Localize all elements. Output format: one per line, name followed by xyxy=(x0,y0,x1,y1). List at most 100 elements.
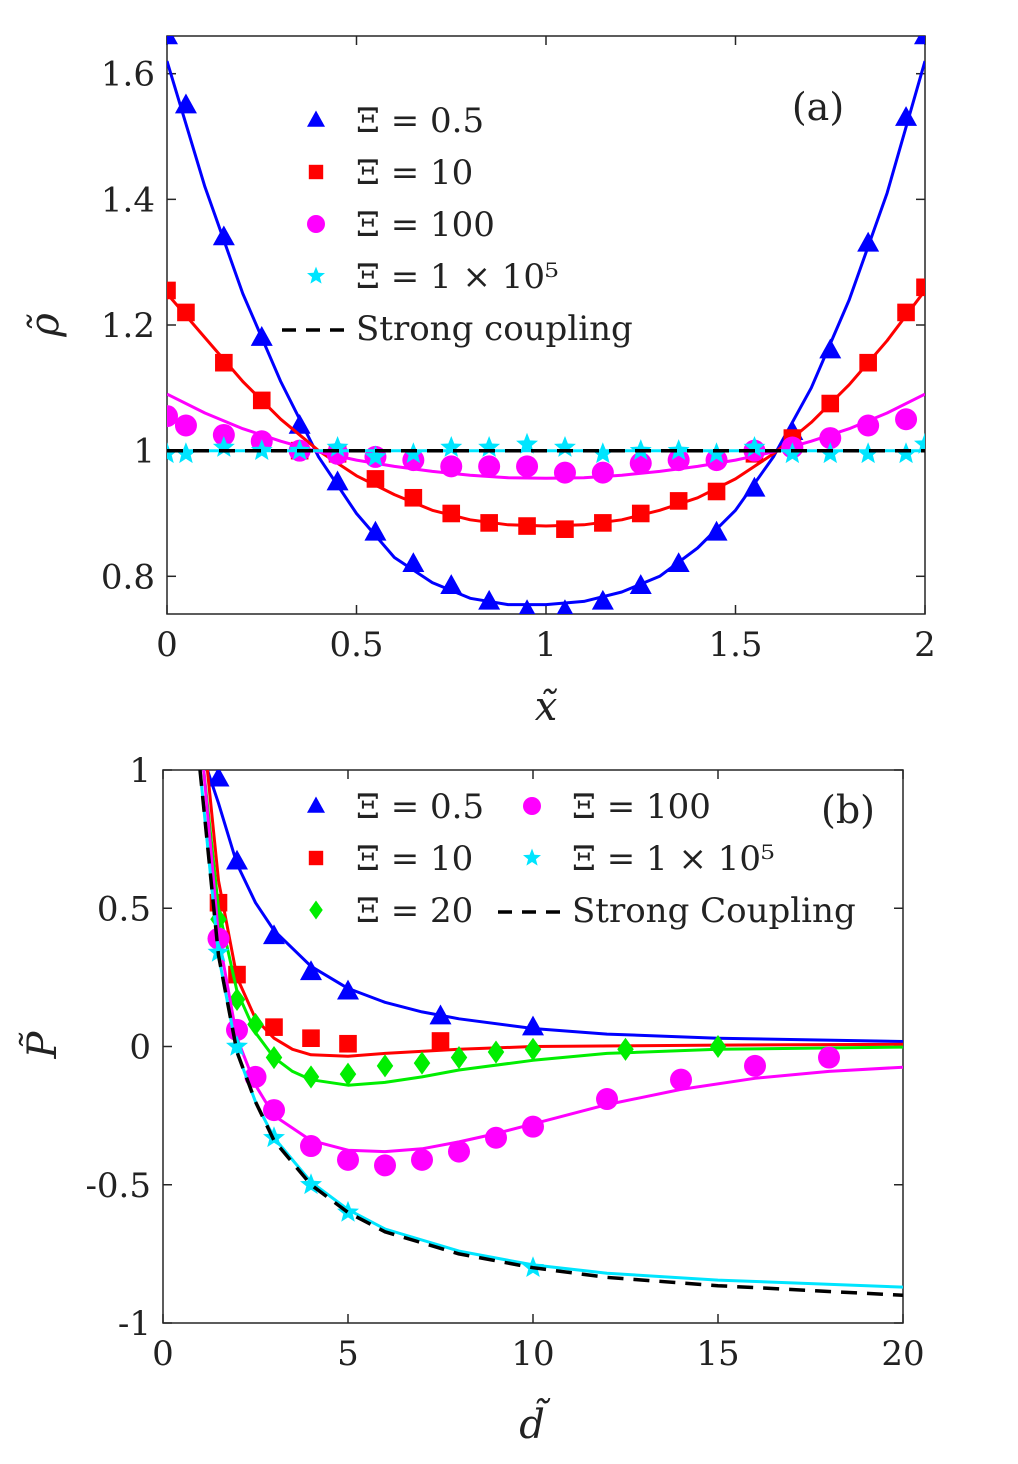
data-point xyxy=(554,436,576,457)
data-point xyxy=(252,391,271,410)
data-point xyxy=(631,504,650,523)
data-point xyxy=(448,1140,470,1163)
chart-panel-b: 0 5 10 15 20-1-0.500.51d̃P̃(b)Ξ = 0.5Ξ = 10Ξ… xyxy=(19,751,925,1448)
data-point xyxy=(167,442,178,464)
data-point xyxy=(337,979,359,1000)
data-point xyxy=(339,1034,357,1053)
y-tick-label: 1.2 xyxy=(101,306,155,346)
data-point xyxy=(709,1034,727,1059)
x-tick-label: 0.5 xyxy=(329,625,383,665)
data-point xyxy=(522,1015,544,1036)
data-point xyxy=(207,770,230,787)
data-point xyxy=(250,326,273,346)
data-point xyxy=(480,514,498,532)
y-tick-label: 1 xyxy=(129,751,151,791)
data-point xyxy=(594,514,612,532)
data-point xyxy=(167,281,176,300)
x-tick-label: 1.5 xyxy=(708,625,762,665)
data-point xyxy=(524,1037,542,1061)
legend-label: Ξ = 10 xyxy=(356,153,473,193)
legend: Ξ = 0.5 Ξ = 10 Ξ = 20 Ξ = 100 Ξ = 1 × 10⁵ Str… xyxy=(307,787,856,931)
data-point xyxy=(629,574,652,594)
series-2 xyxy=(202,770,903,1089)
legend-marker xyxy=(307,110,325,127)
series-0 xyxy=(205,770,903,1043)
data-point xyxy=(859,353,877,372)
y-tick-label: 0 xyxy=(129,1028,151,1068)
legend-marker xyxy=(309,900,323,920)
data-point xyxy=(402,552,425,572)
data-point xyxy=(916,278,925,297)
data-point xyxy=(516,455,539,478)
data-point xyxy=(781,442,804,464)
legend-label: Ξ = 0.5 xyxy=(356,101,484,141)
x-tick-label: 0 xyxy=(156,625,178,665)
data-point xyxy=(705,442,728,464)
series-0 xyxy=(167,36,925,614)
data-point xyxy=(522,1115,544,1138)
data-point xyxy=(819,427,842,450)
data-point xyxy=(402,442,425,464)
x-tick-label: 15 xyxy=(696,1334,739,1374)
legend-label: Ξ = 100 xyxy=(572,787,711,827)
data-point xyxy=(895,442,917,464)
legend-label: Strong Coupling xyxy=(572,891,856,931)
data-point xyxy=(667,439,690,460)
data-point xyxy=(265,1018,283,1036)
data-point xyxy=(167,405,178,428)
data-point xyxy=(177,303,195,322)
data-point xyxy=(431,1032,450,1050)
data-point xyxy=(215,353,233,372)
data-point xyxy=(450,1046,468,1070)
y-axis-label: P̃ xyxy=(19,1030,66,1059)
data-point xyxy=(518,517,536,535)
series-fit-line xyxy=(167,60,925,607)
panel-label: (a) xyxy=(792,85,844,129)
panel-label: (b) xyxy=(821,788,875,832)
y-tick-label: 1 xyxy=(133,432,155,472)
data-point xyxy=(376,1054,394,1078)
data-point xyxy=(337,1148,359,1171)
x-tick-label: 10 xyxy=(511,1334,554,1374)
data-point xyxy=(819,442,842,464)
data-point xyxy=(302,1029,320,1048)
data-point xyxy=(667,449,690,472)
data-point xyxy=(596,1088,618,1111)
y-tick-label: 0.5 xyxy=(97,889,151,929)
data-point xyxy=(265,1046,283,1070)
data-point xyxy=(487,1040,505,1064)
data-point xyxy=(857,442,880,464)
data-point xyxy=(212,436,235,457)
legend-label: Ξ = 100 xyxy=(356,205,495,245)
legend-label: Strong coupling xyxy=(356,309,633,349)
legend-label: Ξ = 1 × 10⁵ xyxy=(356,257,559,297)
y-tick-label: 1.6 xyxy=(101,55,155,95)
data-point xyxy=(212,225,235,246)
data-point xyxy=(374,1154,396,1177)
legend-label: Ξ = 10 xyxy=(356,839,473,879)
data-point xyxy=(440,436,463,457)
series-3 xyxy=(202,770,903,1177)
legend-marker xyxy=(307,215,325,233)
data-point xyxy=(914,432,925,454)
data-point xyxy=(263,924,285,945)
x-axis-label: x̃ xyxy=(535,684,558,730)
data-point xyxy=(591,461,614,484)
data-point xyxy=(705,520,728,541)
data-point xyxy=(440,455,463,478)
legend-marker xyxy=(523,848,541,866)
data-point xyxy=(743,476,766,497)
data-point xyxy=(440,574,463,594)
y-tick-label: 1.4 xyxy=(101,180,155,220)
data-point xyxy=(300,1173,322,1195)
data-point xyxy=(895,408,918,431)
data-point xyxy=(300,1135,322,1158)
data-point xyxy=(857,231,880,252)
legend-marker xyxy=(307,266,325,284)
data-point xyxy=(167,36,178,45)
chart-panel-a: 0 0.5 1 1.5 20.811.21.41.6x̃ρ̃(a)Ξ = 0.5Ξ = … xyxy=(22,35,936,730)
data-point xyxy=(413,1051,431,1075)
x-tick-label: 2 xyxy=(914,625,936,665)
data-point xyxy=(591,442,614,464)
data-point xyxy=(326,470,349,491)
